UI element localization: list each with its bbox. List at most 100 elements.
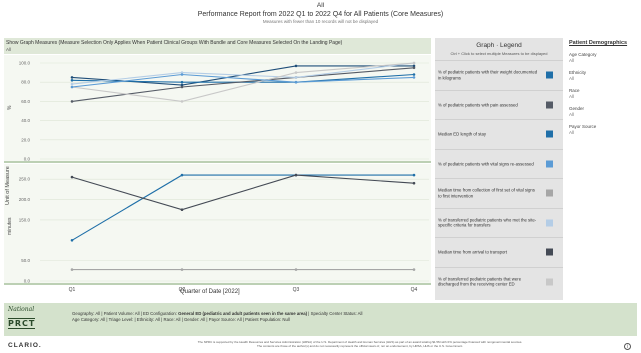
clario-brand: CLARIO.: [8, 342, 42, 349]
legend-item[interactable]: % of transferred pediatric patients who …: [435, 207, 563, 238]
data-point: [294, 268, 298, 271]
x-tick-label: Q2: [179, 287, 186, 293]
legend-item-label: % of pediatric patients with pain assess…: [438, 102, 518, 107]
legend-item[interactable]: % of transferred pediatric patients that…: [435, 266, 563, 297]
data-point: [294, 64, 298, 68]
legend-item[interactable]: % of pediatric patients with pain assess…: [435, 89, 563, 120]
data-point: [294, 80, 298, 84]
data-point: [180, 73, 184, 76]
data-point: [412, 76, 416, 79]
legend-item-label: % of pediatric patients with vital signs…: [438, 161, 534, 166]
y-tick-label: 100.0: [19, 61, 31, 66]
data-point: [412, 64, 416, 68]
legend-swatch: [546, 101, 553, 109]
x-axis-title: Quarter of Date [2022]: [180, 289, 240, 295]
y-tick-label: 60.0: [21, 99, 30, 104]
data-point: [180, 85, 184, 89]
legend-swatch: [546, 248, 553, 256]
y-tick-label: 20.0: [21, 137, 30, 142]
data-point: [412, 73, 416, 76]
series-line: [71, 174, 415, 211]
legend-swatch: [546, 189, 553, 197]
legend-item[interactable]: % of pediatric patients with vital signs…: [435, 148, 563, 179]
y-tick-label: 150.0: [19, 217, 31, 222]
chart-svg: 0.0 20.0 40.0 60.0 80.0 100.0 0.0 50.0 150.0 200.…: [4, 61, 431, 293]
legend-item-label: % of transferred pediatric patients who …: [438, 217, 537, 228]
data-point: [412, 181, 416, 185]
data-point: [180, 268, 184, 271]
legend-swatch: [546, 278, 553, 286]
unit-of-measure-label: Unit of Measure: [5, 166, 11, 205]
legend-swatch: [546, 219, 553, 227]
data-point: [180, 83, 184, 87]
legend-item[interactable]: % of pediatric patients with their weigh…: [435, 60, 563, 90]
data-point: [412, 66, 416, 70]
demographic-filter-value[interactable]: All: [569, 94, 575, 99]
show-graph-measures-filter[interactable]: Show Graph Measures (Measure Selection O…: [4, 38, 431, 54]
demographic-filter-label: Gender: [569, 106, 585, 111]
report-header: All Performance Report from 2022 Q1 to 2…: [0, 2, 641, 25]
footer-filters-line1: Geography: All | Patient Volume: All | E…: [72, 311, 363, 316]
data-point: [412, 173, 416, 177]
footer-filters: Geography: All | Patient Volume: All | E…: [72, 311, 592, 323]
footer-disclaimer: The NPRC is supported by the Health Reso…: [197, 340, 523, 348]
data-point: [180, 71, 184, 74]
minutes-panel-bg: [4, 164, 431, 283]
legend-item-label: % of transferred pediatric patients that…: [438, 276, 522, 287]
report-title: Performance Report from 2022 Q1 to 2022 …: [197, 11, 444, 18]
series-line: [71, 67, 415, 102]
show-graph-measures-value[interactable]: All: [6, 47, 12, 52]
demographic-filter-label: Payor Source: [569, 124, 597, 129]
data-point: [180, 100, 184, 103]
legend-swatch: [546, 71, 553, 79]
data-point: [294, 71, 298, 74]
data-point: [70, 79, 74, 82]
demographic-filter-value[interactable]: All: [569, 76, 575, 81]
y-tick-label: 0.0: [24, 157, 31, 162]
legend-subtitle: Ctrl + Click to select multiple Measures…: [450, 51, 548, 56]
data-point: [70, 76, 74, 79]
y-tick-label: 40.0: [21, 118, 30, 123]
footer-filters-line2: Age Category: All | Triage Level: | Ethn…: [72, 317, 290, 322]
demographic-filter-value[interactable]: All: [569, 112, 575, 117]
data-point: [70, 100, 74, 103]
y-tick-label: 50.0: [21, 258, 30, 263]
x-tick-label: Q1: [69, 287, 76, 293]
legend-item[interactable]: Median time from collection of first set…: [435, 178, 563, 208]
legend-item[interactable]: Median time from arrival to transport: [435, 237, 563, 267]
info-icon[interactable]: i: [624, 343, 631, 350]
logo-national: National: [8, 306, 35, 313]
data-point: [180, 80, 184, 84]
x-tick-label: Q4: [411, 287, 418, 293]
logo-prct: PRCT: [8, 318, 36, 329]
data-point: [180, 173, 184, 177]
legend-swatch: [546, 130, 553, 138]
demographic-filter-value[interactable]: All: [569, 130, 575, 135]
legend-item-label: Median ED length of stay: [438, 131, 487, 137]
series-line: [71, 73, 415, 88]
legend-item-label: Median time from arrival to transport: [438, 249, 508, 255]
demographic-filter-value[interactable]: All: [569, 58, 575, 63]
series-line: [71, 174, 414, 241]
footer-filter-band: [4, 303, 637, 336]
data-point: [70, 82, 74, 86]
show-graph-measures-label: Show Graph Measures (Measure Selection O…: [6, 40, 343, 46]
report-subtitle: Measures with fewer than 10 records will…: [262, 19, 379, 24]
data-point: [70, 85, 74, 89]
legend-title: Graph · Legend: [476, 42, 522, 49]
demographics-title[interactable]: Patient Demographics: [569, 40, 628, 46]
data-point: [412, 268, 416, 271]
y-tick-label: 80.0: [21, 80, 30, 85]
data-point: [412, 61, 416, 65]
demographic-filter-label: Ethnicity: [569, 70, 587, 75]
legend-item[interactable]: Median ED length of stay: [435, 119, 563, 149]
y-tick-label: 0.0: [24, 279, 31, 284]
series-line: [71, 62, 415, 85]
data-point: [70, 268, 74, 271]
data-point: [294, 76, 298, 79]
data-point: [294, 173, 298, 177]
percent-axis-label: %: [7, 105, 13, 110]
y-tick-label: 250.0: [19, 177, 31, 182]
series-line: [71, 62, 415, 102]
x-tick-label: Q3: [293, 287, 300, 293]
